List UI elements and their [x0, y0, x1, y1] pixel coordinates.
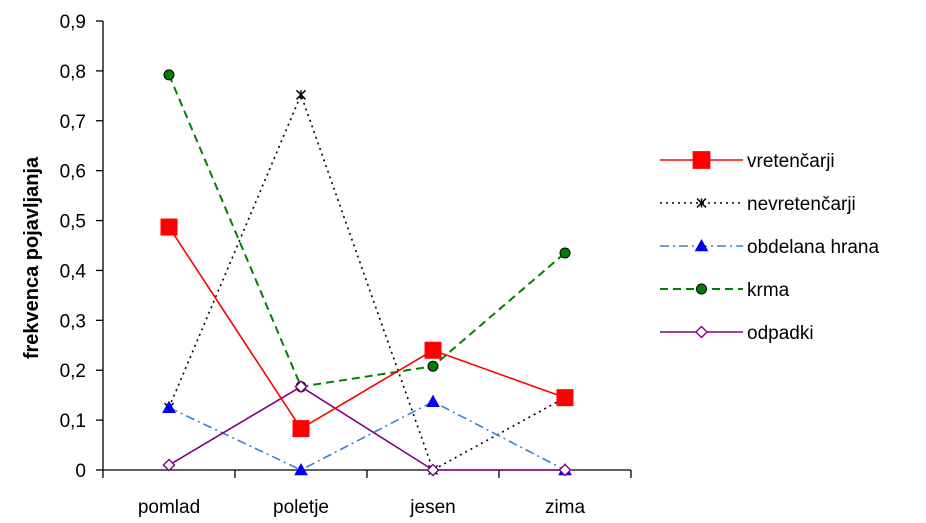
- data-point: [557, 390, 573, 406]
- series-line: [169, 227, 565, 429]
- legend-item: odpadki: [660, 323, 814, 344]
- y-tick-label: 0,9: [60, 12, 86, 33]
- y-tick-label: 0,5: [60, 212, 86, 233]
- x-tick-label: poletje: [273, 497, 329, 518]
- legend-item: nevretenčarji: [660, 194, 856, 215]
- data-point: [428, 361, 438, 371]
- series-odpadki: [164, 381, 571, 475]
- series-obdelana-hrana: [163, 396, 571, 475]
- x-tick-label: pomlad: [138, 497, 200, 518]
- y-tick-label: 0,3: [60, 311, 86, 332]
- series-line: [169, 95, 565, 470]
- data-point: [293, 421, 309, 437]
- data-point: [164, 70, 174, 80]
- x-tick-label: zima: [545, 497, 586, 518]
- y-axis-title: frekvenca pojavljanja: [21, 156, 43, 359]
- y-tick-label: 0,6: [60, 162, 86, 183]
- y-tick-label: 0,7: [60, 112, 86, 133]
- data-point: [164, 460, 175, 471]
- legend-marker: [697, 284, 707, 294]
- legend-item: vretenčarji: [660, 151, 835, 172]
- legend-marker: [696, 327, 707, 338]
- legend-label: obdelana hrana: [747, 237, 879, 258]
- legend-item: obdelana hrana: [660, 237, 879, 258]
- legend-item: krma: [660, 280, 790, 301]
- series-line: [169, 387, 565, 470]
- data-point: [161, 219, 177, 235]
- legend-marker: [697, 199, 706, 208]
- series-krma: [164, 70, 570, 392]
- legend-marker: [693, 152, 710, 169]
- data-point: [425, 342, 441, 358]
- data-point: [297, 90, 306, 99]
- series-nevretencarji: [165, 90, 570, 474]
- series-line: [169, 75, 565, 387]
- y-tick-label: 0: [75, 461, 86, 482]
- y-tick-label: 0,8: [60, 62, 86, 83]
- y-tick-label: 0,4: [60, 261, 87, 282]
- legend-label: krma: [747, 280, 790, 301]
- legend-label: vretenčarji: [747, 151, 835, 172]
- y-tick-label: 0,1: [60, 411, 86, 432]
- y-tick-label: 0,2: [60, 361, 86, 382]
- x-tick-label: jesen: [409, 497, 455, 518]
- series-vretencarji: [161, 219, 573, 437]
- data-point: [560, 248, 570, 258]
- legend-label: odpadki: [747, 323, 814, 344]
- legend-label: nevretenčarji: [747, 194, 856, 215]
- data-point: [427, 396, 439, 407]
- series-line: [169, 402, 565, 470]
